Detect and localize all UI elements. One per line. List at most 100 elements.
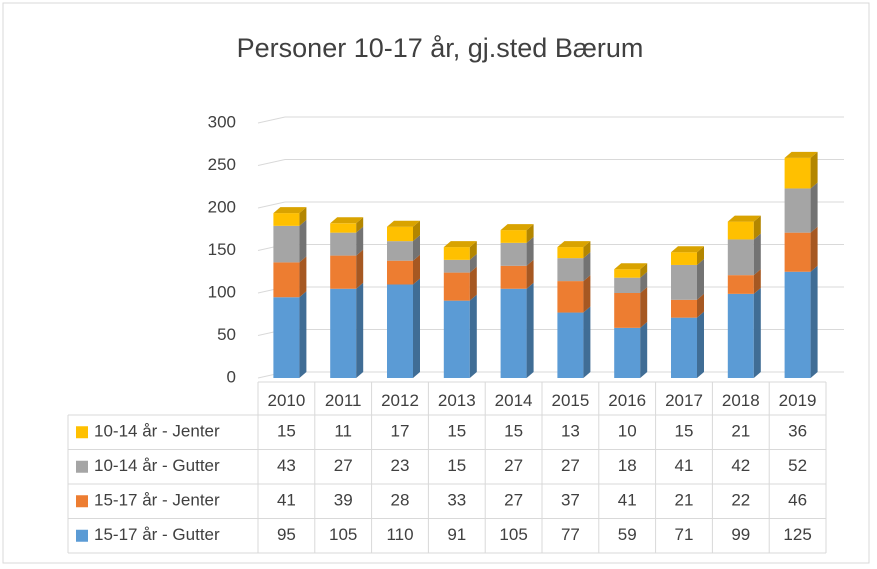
table-value: 43 (277, 456, 296, 475)
bar-segment (443, 259, 470, 273)
table-value: 37 (561, 491, 580, 510)
bar-segment (273, 213, 300, 226)
table-value: 15 (277, 422, 296, 441)
legend-swatch (76, 495, 88, 508)
table-value: 59 (618, 525, 637, 544)
legend-swatch (76, 460, 88, 473)
bar-side (697, 258, 704, 300)
x-tick-label: 2017 (665, 391, 703, 410)
table-value: 95 (277, 525, 296, 544)
bar-segment (387, 241, 413, 261)
y-tick-label: 50 (217, 325, 236, 344)
bar-segment (500, 288, 527, 378)
x-tick-label: 2015 (551, 391, 589, 410)
bar-side (413, 235, 420, 261)
table-value: 99 (731, 525, 750, 544)
bar-side (753, 215, 761, 240)
bar-segment (784, 232, 811, 272)
bar-segment (557, 258, 584, 282)
bar-side (356, 217, 364, 233)
table-value: 125 (783, 525, 811, 544)
bar-segment (614, 327, 641, 378)
bar-top (443, 241, 477, 248)
bar-side (299, 219, 307, 263)
bar-side (356, 249, 364, 289)
bar-segment (387, 260, 413, 285)
table-value: 41 (618, 491, 637, 510)
table-value: 27 (504, 491, 523, 510)
bar-side (640, 271, 648, 293)
bar-side (469, 294, 477, 378)
chart-title: Personer 10-17 år, gj.sted Bærum (237, 33, 644, 63)
bar-top (614, 263, 648, 270)
bar-side (299, 207, 307, 226)
bar-side (356, 282, 364, 378)
bar-segment (557, 247, 584, 259)
legend-swatch (76, 426, 88, 439)
y-tick-label: 300 (208, 112, 236, 131)
legend-label: 15-17 år - Jenter (94, 491, 220, 510)
bar-side (299, 256, 307, 298)
table-value: 15 (447, 422, 466, 441)
bar-side (526, 259, 534, 289)
bar-top (557, 241, 591, 248)
y-tick-label: 150 (208, 240, 236, 259)
bar-top (784, 151, 818, 158)
bar-segment (614, 277, 641, 293)
bar-segment (330, 223, 357, 233)
x-tick-label: 2019 (779, 391, 817, 410)
table-value: 77 (561, 525, 580, 544)
table-value: 10 (618, 422, 637, 441)
table-value: 22 (731, 491, 750, 510)
x-tick-label: 2012 (381, 391, 419, 410)
bar-side (810, 151, 818, 189)
bar-side (810, 226, 818, 272)
grid-line-side (257, 159, 286, 166)
bar-segment (671, 299, 697, 318)
bar-side (753, 269, 761, 294)
chart-frame (2, 2, 870, 564)
bar-segment (727, 293, 754, 378)
bar-segment (443, 247, 470, 260)
bar-side (526, 236, 534, 266)
bar-segment (727, 221, 754, 240)
table-value: 71 (675, 525, 694, 544)
y-tick-label: 200 (208, 197, 236, 216)
bar-side (526, 224, 534, 243)
table-value: 15 (504, 422, 523, 441)
legend-label: 15-17 år - Gutter (94, 525, 220, 544)
bar-top (387, 220, 420, 227)
bar-segment (273, 225, 300, 263)
bar-segment (557, 312, 584, 378)
table-value: 52 (788, 456, 807, 475)
bar-segment (330, 232, 357, 256)
bar-segment (614, 293, 641, 328)
bar-top (500, 224, 534, 231)
bar-segment (784, 157, 811, 189)
table-value: 36 (788, 422, 807, 441)
bar-side (583, 275, 591, 313)
x-tick-label: 2013 (438, 391, 476, 410)
table-value: 39 (334, 491, 353, 510)
bar-segment (500, 230, 527, 243)
bar-segment (500, 265, 527, 289)
table-value: 33 (447, 491, 466, 510)
grid-line-side (257, 116, 286, 124)
bar-segment (784, 188, 811, 233)
bar-side (810, 265, 818, 378)
x-tick-label: 2014 (495, 391, 533, 410)
x-tick-label: 2018 (722, 391, 760, 410)
table-value: 42 (731, 456, 750, 475)
bar-side (356, 226, 364, 256)
bar-segment (273, 262, 300, 298)
y-tick-label: 250 (208, 155, 236, 174)
x-tick-label: 2011 (325, 391, 362, 410)
table-value: 27 (504, 456, 523, 475)
bar-side (526, 282, 534, 378)
bar-segment (273, 297, 300, 378)
table-value: 105 (329, 525, 357, 544)
table-value: 110 (386, 525, 413, 544)
bar-segment (614, 269, 641, 278)
bar-segment (671, 252, 697, 265)
